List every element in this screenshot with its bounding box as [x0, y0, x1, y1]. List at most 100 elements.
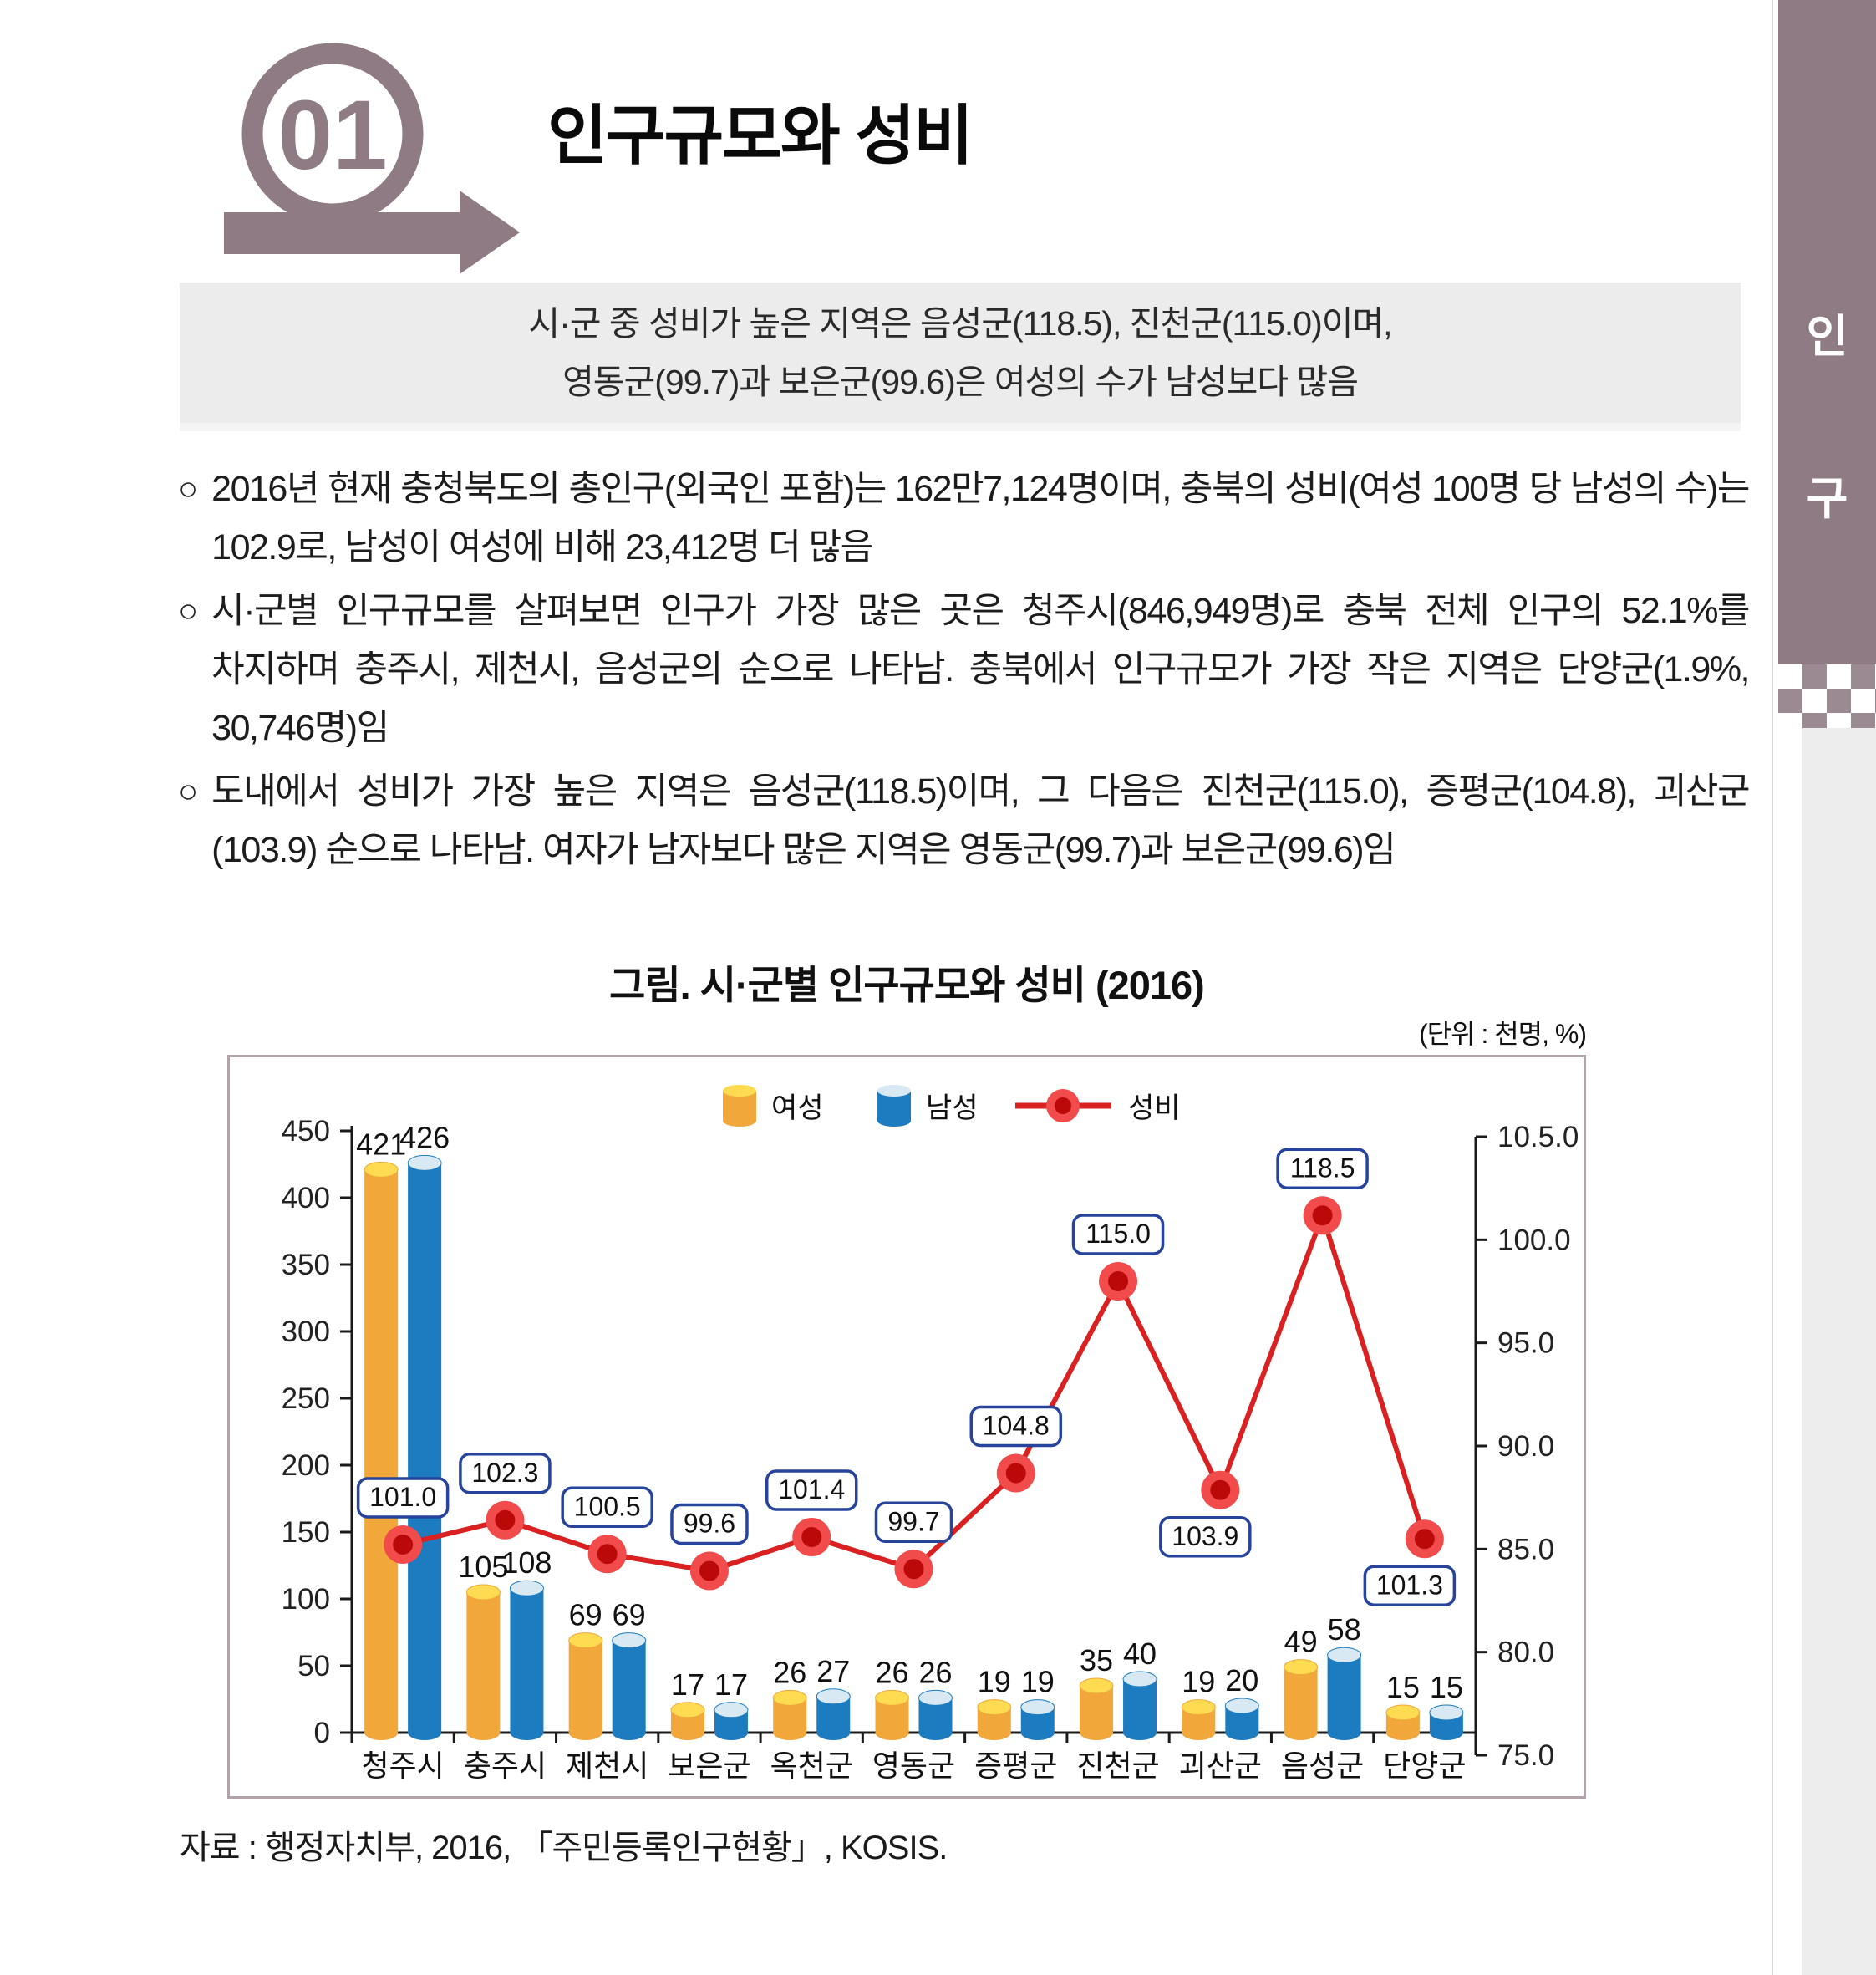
left-axis-tick-label: 200 [282, 1449, 330, 1482]
bullet-item: ○ 2016년 현재 충청북도의 총인구(외국인 포함)는 162만7,124명이… [178, 460, 1750, 577]
bar-male-보은군 [714, 1702, 749, 1740]
category-label: 진천군 [1076, 1748, 1159, 1783]
page-edge-strip [1802, 728, 1876, 1975]
sex-ratio-label-box [459, 1453, 552, 1494]
summary-box: 시·군 중 성비가 높은 지역은 음성군(118.5), 진천군(115.0)이… [180, 283, 1741, 431]
bar-value-male: 15 [1430, 1670, 1463, 1704]
bar-value-male: 69 [613, 1598, 646, 1632]
category-label: 영동군 [872, 1748, 955, 1783]
bullet-text: 도내에서 성비가 가장 높은 지역은 음성군(118.5)이며, 그 다음은 진… [211, 771, 1750, 870]
right-axis-tick-label: 95.0 [1497, 1327, 1554, 1360]
sex-ratio-label: 99.7 [887, 1506, 939, 1536]
bar-female-청주시 [364, 1161, 399, 1740]
bar-male-충주시 [509, 1580, 544, 1740]
bar-value-female: 421 [356, 1127, 406, 1161]
sex-ratio-label: 118.5 [1290, 1153, 1355, 1183]
bar-female-옥천군 [772, 1689, 807, 1740]
bar-value-female: 17 [671, 1667, 704, 1702]
sex-ratio-label-box [969, 1405, 1063, 1448]
sex-ratio-label-box [670, 1503, 749, 1545]
bar-value-male: 27 [816, 1654, 850, 1688]
sex-ratio-labels: 101.0 102.3 100.5 99.6 101.4 99.7 104.8 115.0 10… [356, 1148, 1457, 1606]
legend-female-label: 여성 [771, 1092, 824, 1124]
bar-male-옥천군 [816, 1688, 851, 1740]
axis-labels: 0 50 100 150 200 250 300 350 400 450 10.5.0 100.0 95… [282, 1115, 1579, 1783]
bar-value-female: 15 [1386, 1670, 1420, 1704]
sex-ratio-label-box [356, 1477, 450, 1519]
sex-ratio-label: 100.5 [574, 1491, 641, 1521]
bar-value-female: 49 [1284, 1625, 1318, 1659]
bar-male-제천시 [612, 1632, 647, 1740]
bar-male-음성군 [1327, 1647, 1362, 1740]
bar-male-괴산군 [1224, 1698, 1259, 1740]
right-axis-tick-label: 90.0 [1497, 1430, 1554, 1463]
left-axis-tick-label: 300 [282, 1316, 330, 1348]
bullet-marker: ○ [178, 773, 199, 810]
bar-value-female: 35 [1080, 1643, 1113, 1677]
bullet-item: ○ 도내에서 성비가 가장 높은 지역은 음성군(118.5)이며, 그 다음은 … [178, 762, 1750, 879]
bullet-marker: ○ [178, 593, 199, 629]
bar-male-증평군 [1020, 1699, 1055, 1740]
bar-value-female: 69 [569, 1598, 602, 1632]
bullet-text: 2016년 현재 충청북도의 총인구(외국인 포함)는 162만7,124명이며… [211, 469, 1750, 568]
bar-value-male: 58 [1328, 1612, 1361, 1647]
bar-female-진천군 [1079, 1677, 1114, 1740]
summary-line-1: 시·군 중 성비가 높은 지역은 음성군(118.5), 진천군(115.0)이… [528, 304, 1392, 343]
section-badge: 01 [224, 43, 520, 274]
category-label: 단양군 [1383, 1748, 1466, 1783]
sex-ratio-label: 101.3 [1376, 1570, 1443, 1600]
left-axis-tick-label: 250 [282, 1382, 330, 1415]
category-label: 청주시 [361, 1748, 444, 1783]
badge-ring [241, 43, 424, 225]
bar-male-청주시 [407, 1154, 442, 1740]
right-axis-tick-label: 10.5.0 [1497, 1121, 1579, 1153]
bar-value-female: 19 [1182, 1665, 1215, 1699]
bar-female-보은군 [670, 1702, 705, 1740]
summary-line-2: 영동군(99.7)과 보은군(99.6)은 여성의 수가 남성보다 많음 [562, 363, 1359, 401]
bar-female-단양군 [1385, 1704, 1421, 1740]
chart-legend: 여성 남성 성비 [723, 1085, 1181, 1127]
bar-value-male: 40 [1123, 1637, 1157, 1671]
category-label: 제천시 [566, 1748, 648, 1783]
population-sexratio-chart: 0 50 100 150 200 250 300 350 400 450 10.5.0 100.0 95… [282, 1085, 1579, 1783]
bar-female-제천시 [568, 1632, 603, 1740]
sex-ratio-label: 115.0 [1085, 1219, 1151, 1249]
chart-container: 0 50 100 150 200 250 300 350 400 450 10.5.0 100.0 95… [227, 1055, 1586, 1799]
bar-value-male: 17 [714, 1667, 748, 1702]
sex-ratio-markers [384, 1196, 1444, 1591]
sex-ratio-label-box [765, 1469, 858, 1511]
bar-female-괴산군 [1181, 1699, 1216, 1740]
sex-ratio-label-box [874, 1501, 953, 1543]
legend-female-icon [723, 1085, 756, 1127]
left-axis-tick-label: 350 [282, 1249, 330, 1281]
category-label: 증평군 [974, 1748, 1057, 1783]
bar-female-증평군 [977, 1699, 1012, 1740]
right-axis-tick-label: 100.0 [1497, 1224, 1571, 1256]
right-axis-tick-label: 75.0 [1497, 1739, 1554, 1772]
bar-value-male: 19 [1021, 1665, 1055, 1699]
source-note: 자료 : 행정자치부, 2016, 「주민등록인구현황」, KOSIS. [180, 1830, 948, 1866]
legend-line-icon [1015, 1089, 1111, 1122]
right-axis-tick-label: 80.0 [1497, 1637, 1554, 1669]
sex-ratio-label: 103.9 [1172, 1521, 1238, 1551]
left-axis-tick-label: 150 [282, 1516, 330, 1549]
bar-value-female: 26 [875, 1655, 908, 1689]
sex-ratio-label: 102.3 [471, 1458, 538, 1488]
bar-value-male: 108 [501, 1545, 552, 1580]
sex-ratio-label: 104.8 [983, 1411, 1050, 1441]
sex-ratio-label-box [1363, 1565, 1457, 1606]
figure-title: 그림. 시·군별 인구규모와 성비 (2016) [609, 963, 1205, 1007]
sex-ratio-label-box [561, 1486, 653, 1528]
bar-value-male: 426 [399, 1120, 450, 1154]
sidebar-tab-band: 인 구 [1778, 0, 1876, 664]
category-label: 괴산군 [1179, 1748, 1262, 1783]
bullet-text: 시·군별 인구규모를 살펴보면 인구가 가장 많은 곳은 청주시(846,949… [211, 591, 1750, 748]
bar-value-male: 20 [1225, 1663, 1258, 1698]
bar-value-male: 26 [918, 1655, 952, 1689]
legend-ratio-label: 성비 [1128, 1092, 1181, 1124]
bar-value-female: 19 [978, 1665, 1011, 1699]
left-axis-tick-label: 400 [282, 1182, 330, 1214]
bar-female-음성군 [1284, 1659, 1319, 1740]
left-axis-tick-label: 450 [282, 1115, 330, 1148]
